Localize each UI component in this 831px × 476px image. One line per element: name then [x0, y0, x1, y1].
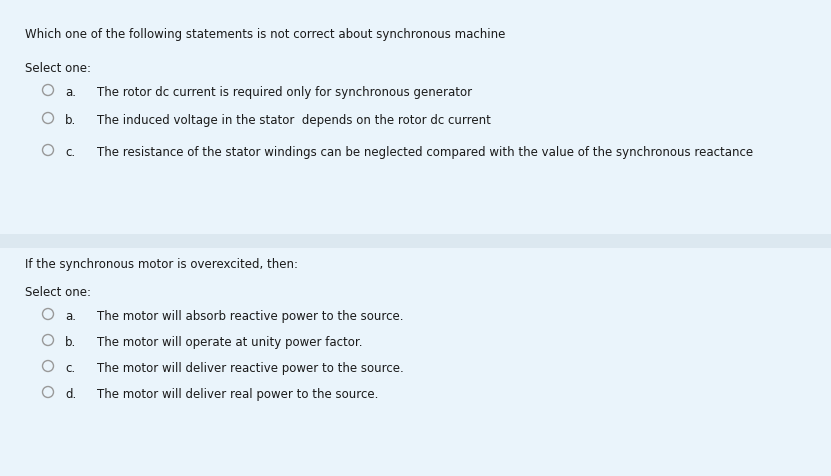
Text: The rotor dc current is required only for synchronous generator: The rotor dc current is required only fo… — [97, 86, 472, 99]
Text: The motor will deliver reactive power to the source.: The motor will deliver reactive power to… — [97, 362, 404, 375]
Text: Select one:: Select one: — [25, 286, 91, 299]
Text: The resistance of the stator windings can be neglected compared with the value o: The resistance of the stator windings ca… — [97, 146, 753, 159]
Text: c.: c. — [65, 362, 75, 375]
Text: The motor will deliver real power to the source.: The motor will deliver real power to the… — [97, 388, 378, 401]
Text: The induced voltage in the stator  depends on the rotor dc current: The induced voltage in the stator depend… — [97, 114, 491, 127]
Text: The motor will absorb reactive power to the source.: The motor will absorb reactive power to … — [97, 310, 404, 323]
Text: d.: d. — [65, 388, 76, 401]
Text: The motor will operate at unity power factor.: The motor will operate at unity power fa… — [97, 336, 362, 349]
Bar — [0, 0, 831, 234]
Text: b.: b. — [65, 336, 76, 349]
Text: a.: a. — [65, 86, 76, 99]
Bar — [0, 248, 831, 476]
Text: Select one:: Select one: — [25, 62, 91, 75]
Text: If the synchronous motor is overexcited, then:: If the synchronous motor is overexcited,… — [25, 258, 298, 271]
Text: c.: c. — [65, 146, 75, 159]
Text: b.: b. — [65, 114, 76, 127]
Text: a.: a. — [65, 310, 76, 323]
Text: Which one of the following statements is not correct about synchronous machine: Which one of the following statements is… — [25, 28, 505, 41]
